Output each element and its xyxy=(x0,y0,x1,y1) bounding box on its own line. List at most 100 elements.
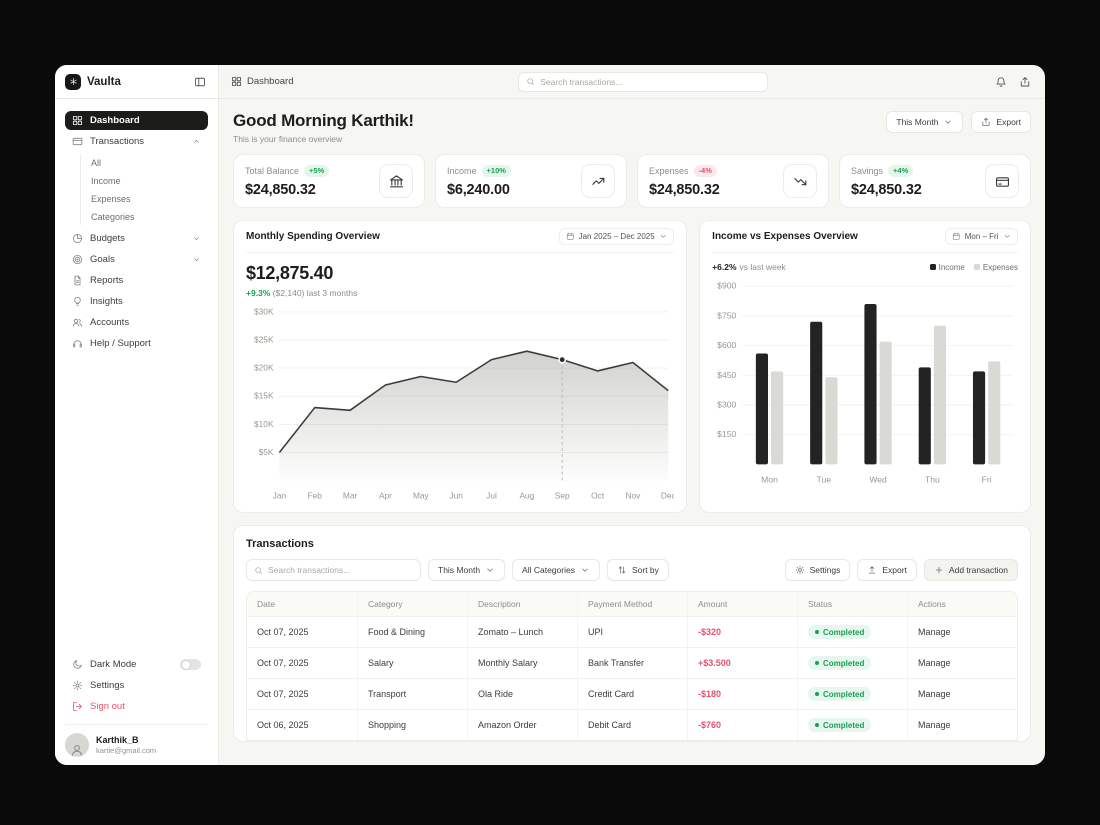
cell-date: Oct 07, 2025 xyxy=(257,689,309,700)
sidebar-item-help-support[interactable]: Help / Support xyxy=(65,334,208,353)
sign-out-button[interactable]: Sign out xyxy=(65,697,208,716)
column-header-description: Description xyxy=(467,592,577,617)
income-expenses-delta: +6.2% vs last week Income Expenses xyxy=(712,262,1018,272)
sidebar-subitem-income[interactable]: Income xyxy=(91,175,121,186)
page-head: Good Morning Karthik! This is your finan… xyxy=(233,111,1031,144)
svg-text:Mon: Mon xyxy=(761,475,778,485)
manage-button[interactable]: Manage xyxy=(907,710,1017,741)
logo: Vaulta xyxy=(65,73,121,90)
search-input[interactable] xyxy=(540,76,761,87)
share-icon xyxy=(1019,76,1031,88)
user-profile[interactable]: Karthik_B kartie@gmail.com xyxy=(65,724,208,757)
status-dot-icon xyxy=(815,661,819,666)
cell-payment: UPI xyxy=(577,617,687,648)
target-icon xyxy=(72,254,83,265)
cell-category: Shopping xyxy=(357,710,467,741)
manage-button[interactable]: Manage xyxy=(907,617,1017,648)
status-dot-icon xyxy=(815,692,819,697)
cell-description: Ola Ride xyxy=(467,679,577,710)
sidebar-item-label: Reports xyxy=(90,275,124,286)
notifications-button[interactable] xyxy=(993,74,1009,90)
spark-icon xyxy=(69,77,78,86)
sidebar-item-label: Dashboard xyxy=(90,115,140,126)
bulb-icon xyxy=(72,296,83,307)
sidebar-item-budgets[interactable]: Budgets xyxy=(65,229,208,248)
transactions-period-filter[interactable]: This Month xyxy=(428,559,506,582)
svg-text:Oct: Oct xyxy=(591,490,605,500)
status-dot-icon xyxy=(815,723,819,728)
chevron-down-icon xyxy=(192,255,201,264)
export-icon xyxy=(981,117,991,127)
stat-badge: +4% xyxy=(888,164,914,177)
chevron-down-icon xyxy=(485,565,495,575)
sidebar-item-transactions[interactable]: Transactions xyxy=(65,132,208,151)
period-select[interactable]: This Month xyxy=(886,111,964,133)
column-header-actions: Actions xyxy=(907,592,1017,617)
transactions-category-filter[interactable]: All Categories xyxy=(512,559,600,582)
column-header-payment-method: Payment Method xyxy=(577,592,687,617)
stat-value: $24,850.32 xyxy=(649,181,720,198)
plus-icon xyxy=(934,565,944,575)
sidebar-header: Vaulta xyxy=(55,65,219,98)
share-button[interactable] xyxy=(1017,74,1033,90)
dark-mode-item[interactable]: Dark Mode xyxy=(65,655,208,674)
table-row: Oct 07, 2025 Food & Dining Zomato – Lunc… xyxy=(247,616,1017,648)
stat-badge: +10% xyxy=(481,164,511,177)
cell-date: Oct 07, 2025 xyxy=(257,627,309,638)
svg-text:Jun: Jun xyxy=(449,490,463,500)
spending-period-select[interactable]: Jan 2025 – Dec 2025 xyxy=(559,228,675,245)
stat-card-income: Income +10% $6,240.00 xyxy=(435,154,627,208)
transactions-title: Transactions xyxy=(246,538,314,551)
sidebar-item-goals[interactable]: Goals xyxy=(65,250,208,269)
chevron-down-icon xyxy=(1003,232,1012,241)
sidebar-item-dashboard[interactable]: Dashboard xyxy=(65,111,208,130)
sidebar-item-label: Goals xyxy=(90,254,115,265)
cell-payment: Credit Card xyxy=(577,679,687,710)
svg-text:Jan: Jan xyxy=(273,490,287,500)
chart-legend: Income Expenses xyxy=(929,263,1018,272)
sidebar-collapse-button[interactable] xyxy=(192,74,208,90)
sidebar-item-accounts[interactable]: Accounts xyxy=(65,313,208,332)
svg-text:Dec: Dec xyxy=(661,490,674,500)
svg-text:$10K: $10K xyxy=(254,419,274,429)
sidebar-subitem-all[interactable]: All xyxy=(91,157,102,168)
column-header-category: Category xyxy=(357,592,467,617)
income-expenses-period-select[interactable]: Mon – Fri xyxy=(945,228,1018,245)
transactions-search-input[interactable] xyxy=(268,565,413,576)
manage-button[interactable]: Manage xyxy=(907,679,1017,710)
add-transaction-button[interactable]: Add transaction xyxy=(923,559,1018,582)
transactions-settings-button[interactable]: Settings xyxy=(784,559,851,582)
svg-text:Thu: Thu xyxy=(925,475,940,485)
export-button[interactable]: Export xyxy=(971,111,1031,133)
svg-text:$20K: $20K xyxy=(254,363,274,373)
dark-mode-toggle[interactable] xyxy=(180,659,201,670)
document-icon xyxy=(72,275,83,286)
pie-icon xyxy=(72,233,83,244)
sidebar-item-settings[interactable]: Settings xyxy=(65,676,208,695)
spending-delta: +9.3% ($2,140) last 3 months xyxy=(246,288,358,298)
svg-text:Jul: Jul xyxy=(486,490,497,500)
profile-name: Karthik_B xyxy=(96,734,139,745)
sidebar-item-reports[interactable]: Reports xyxy=(65,271,208,290)
wallet-icon xyxy=(995,174,1010,189)
stat-label: Expenses xyxy=(649,165,689,176)
stat-badge: -4% xyxy=(693,164,717,177)
global-search[interactable] xyxy=(518,71,769,92)
grid-icon xyxy=(72,115,83,126)
stat-card-expenses: Expenses -4% $24,850.32 xyxy=(637,154,829,208)
stat-card-savings: Savings +4% $24,850.32 xyxy=(839,154,1031,208)
svg-text:$25K: $25K xyxy=(254,334,274,344)
transactions-sort-button[interactable]: Sort by xyxy=(606,559,669,582)
panel-icon xyxy=(194,76,206,88)
svg-text:Sep: Sep xyxy=(555,490,570,500)
column-header-date: Date xyxy=(257,599,275,610)
sidebar: Dashboard Transactions All Income Expens… xyxy=(55,99,219,765)
sidebar-subitem-categories[interactable]: Categories xyxy=(91,211,135,222)
transactions-export-button[interactable]: Export xyxy=(857,559,917,582)
manage-button[interactable]: Manage xyxy=(907,648,1017,679)
sidebar-item-insights[interactable]: Insights xyxy=(65,292,208,311)
sidebar-subitem-expenses[interactable]: Expenses xyxy=(91,193,131,204)
transactions-search[interactable] xyxy=(246,559,421,582)
svg-text:$300: $300 xyxy=(717,399,736,409)
income-expenses-bar-chart: $150 $300 $450 $600 $750 $900 Mon Tue Wed Thu Fri xyxy=(712,274,1018,491)
